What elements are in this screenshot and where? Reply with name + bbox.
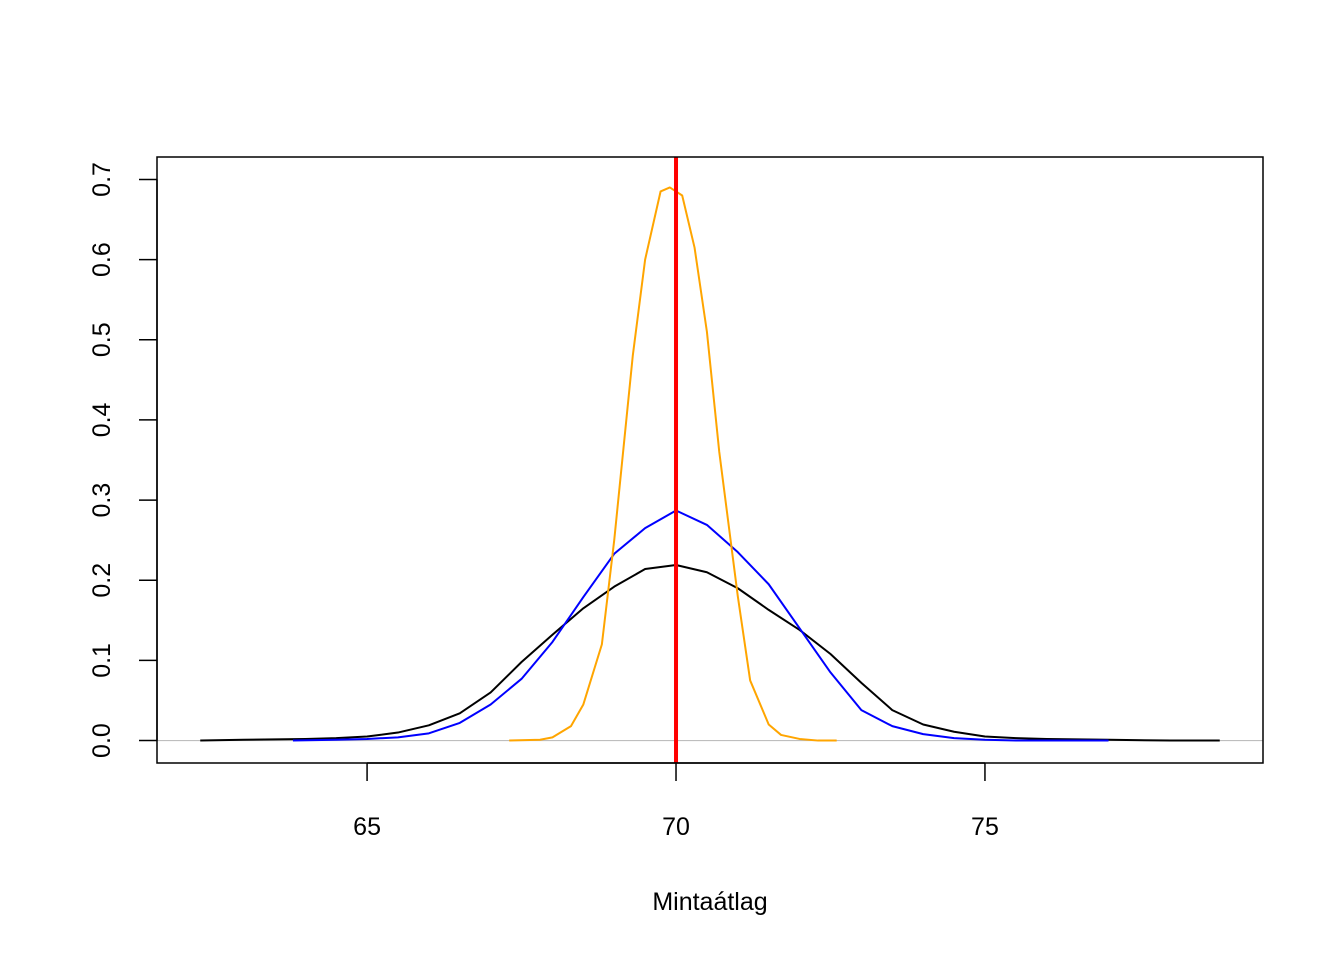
density-curve-2 xyxy=(292,509,1109,742)
y-tick-label: 0.3 xyxy=(88,483,116,518)
y-axis: 0.0 0.1 0.2 0.3 0.4 0.5 0.6 0.7 xyxy=(88,162,158,758)
y-tick-label: 0.7 xyxy=(88,162,116,197)
x-tick-label: 70 xyxy=(662,813,690,841)
density-curve-1 xyxy=(200,564,1220,742)
x-tick-label: 65 xyxy=(353,813,381,841)
y-tick-label: 0.0 xyxy=(88,723,116,758)
y-tick-label: 0.1 xyxy=(88,643,116,678)
x-tick-label: 75 xyxy=(971,813,999,841)
y-tick-label: 0.5 xyxy=(88,322,116,357)
y-tick-label: 0.6 xyxy=(88,242,116,277)
x-axis-label: Mintaátlag xyxy=(652,888,767,916)
y-tick-label: 0.4 xyxy=(88,402,116,437)
y-tick-label: 0.2 xyxy=(88,563,116,598)
x-axis: 65 70 75 xyxy=(353,762,999,841)
